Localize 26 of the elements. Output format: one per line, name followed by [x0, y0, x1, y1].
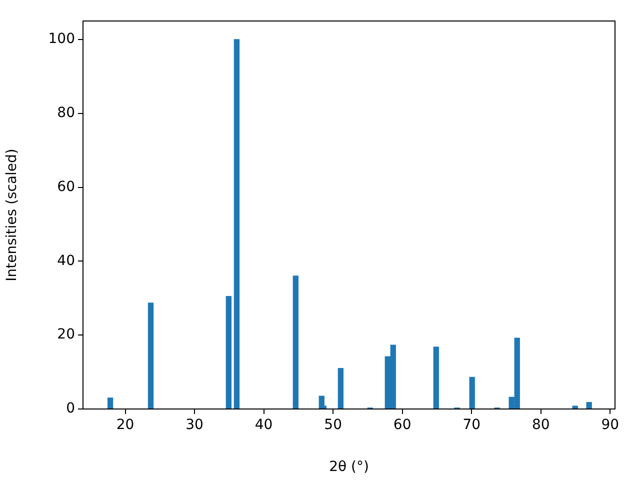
y-tick-label: 40: [57, 252, 75, 269]
x-tick-label: 90: [601, 417, 620, 434]
y-tick-label: 60: [57, 178, 75, 195]
y-tick-label: 80: [57, 105, 75, 122]
bar: [338, 368, 344, 409]
x-tick-label: 80: [532, 417, 550, 434]
bar: [226, 296, 232, 409]
x-axis-title: 2θ (°): [329, 459, 369, 476]
x-tick-label: 60: [393, 417, 412, 434]
bar: [292, 276, 298, 409]
bar: [107, 398, 114, 409]
x-tick-label: 20: [116, 417, 134, 434]
bar: [148, 302, 154, 409]
bar: [572, 406, 578, 409]
x-tick-label: 50: [324, 417, 342, 434]
y-tick-label: 100: [48, 31, 75, 48]
y-axis-title: Intensities (scaled): [4, 148, 20, 282]
x-tick-label: 40: [254, 417, 273, 434]
x-tick-label: 30: [186, 417, 204, 434]
bar: [586, 402, 592, 409]
x-tick-label: 70: [462, 417, 481, 434]
bar: [433, 346, 439, 409]
y-tick-label: 0: [66, 400, 75, 417]
bar: [469, 376, 475, 409]
bar: [234, 39, 240, 409]
y-tick-label: 20: [57, 326, 75, 343]
